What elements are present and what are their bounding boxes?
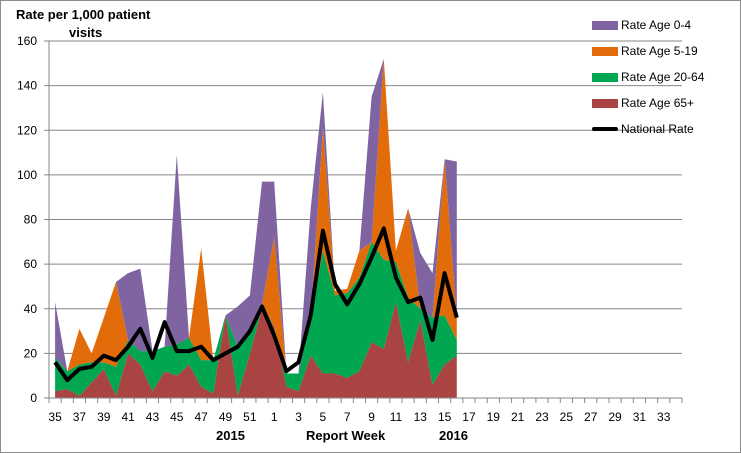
x-tick-label: 43 (146, 410, 160, 424)
x-axis-title: Report Week (306, 428, 386, 443)
x-tick-label: 45 (170, 410, 184, 424)
x-tick-label: 47 (194, 410, 208, 424)
x-tick-label: 9 (368, 410, 375, 424)
y-tick-label: 60 (24, 257, 38, 271)
y-tick-label: 20 (24, 346, 38, 360)
x-tick-label: 15 (438, 410, 452, 424)
x-tick-label: 13 (414, 410, 428, 424)
x-tick-label: 27 (584, 410, 598, 424)
x-tick-label: 41 (121, 410, 135, 424)
x-tick-label: 19 (487, 410, 501, 424)
area-rate-age-0-4 (55, 58, 457, 374)
legend-label: Rate Age 5-19 (621, 44, 698, 58)
legend-item: Rate Age 20-64 (592, 64, 704, 90)
x-tick-label: 21 (511, 410, 525, 424)
x-tick-label: 35 (48, 410, 62, 424)
y-tick-label: 80 (24, 213, 38, 227)
x-tick-label: 29 (608, 410, 622, 424)
x-tick-label: 37 (73, 410, 87, 424)
x-tick-label: 39 (97, 410, 111, 424)
legend-item: National Rate (592, 116, 704, 142)
y-tick-label: 120 (17, 123, 37, 137)
x-tick-label: 51 (243, 410, 257, 424)
x-tick-label: 1 (271, 410, 278, 424)
x-tick-label: 11 (390, 410, 403, 424)
legend-swatch-icon (592, 20, 618, 30)
x-tick-label: 17 (462, 410, 476, 424)
x-tick-label: 7 (344, 410, 351, 424)
year-label-2016: 2016 (439, 428, 468, 443)
y-tick-label: 100 (17, 168, 37, 182)
legend-swatch-icon (592, 98, 618, 108)
x-tick-label: 33 (657, 410, 671, 424)
legend-item: Rate Age 65+ (592, 90, 704, 116)
y-tick-label: 0 (30, 391, 37, 405)
x-tick-label: 3 (295, 410, 302, 424)
legend-line-swatch-icon (592, 127, 618, 131)
legend-item: Rate Age 0-4 (592, 12, 704, 38)
y-axis-title-line1: Rate per 1,000 patient (16, 7, 151, 22)
legend-swatch-icon (592, 72, 618, 82)
y-axis-title-line2: visits (69, 25, 103, 40)
legend: Rate Age 0-4 Rate Age 5-19 Rate Age 20-64 R… (592, 12, 704, 142)
y-tick-label: 40 (24, 302, 38, 316)
legend-label: Rate Age 20-64 (621, 70, 705, 84)
x-tick-label: 23 (535, 410, 549, 424)
national-rate-line (53, 226, 459, 383)
x-tick-label: 5 (320, 410, 327, 424)
area-rate-age-5-19 (55, 58, 457, 374)
x-tick-label: 31 (633, 410, 647, 424)
legend-swatch-icon (592, 46, 618, 56)
legend-item: Rate Age 5-19 (592, 38, 704, 64)
y-axis-title: Rate per 1,000 patient visits (16, 6, 216, 42)
legend-label: Rate Age 65+ (621, 96, 695, 110)
y-tick-label: 140 (17, 79, 37, 93)
legend-label: Rate Age 0-4 (621, 18, 692, 32)
legend-label: National Rate (621, 122, 694, 136)
year-label-2015: 2015 (216, 428, 245, 443)
y-tick-label: 160 (17, 34, 37, 48)
x-tick-label: 25 (560, 410, 574, 424)
x-tick-label: 49 (219, 410, 233, 424)
area-rate-age-65- (55, 302, 457, 398)
